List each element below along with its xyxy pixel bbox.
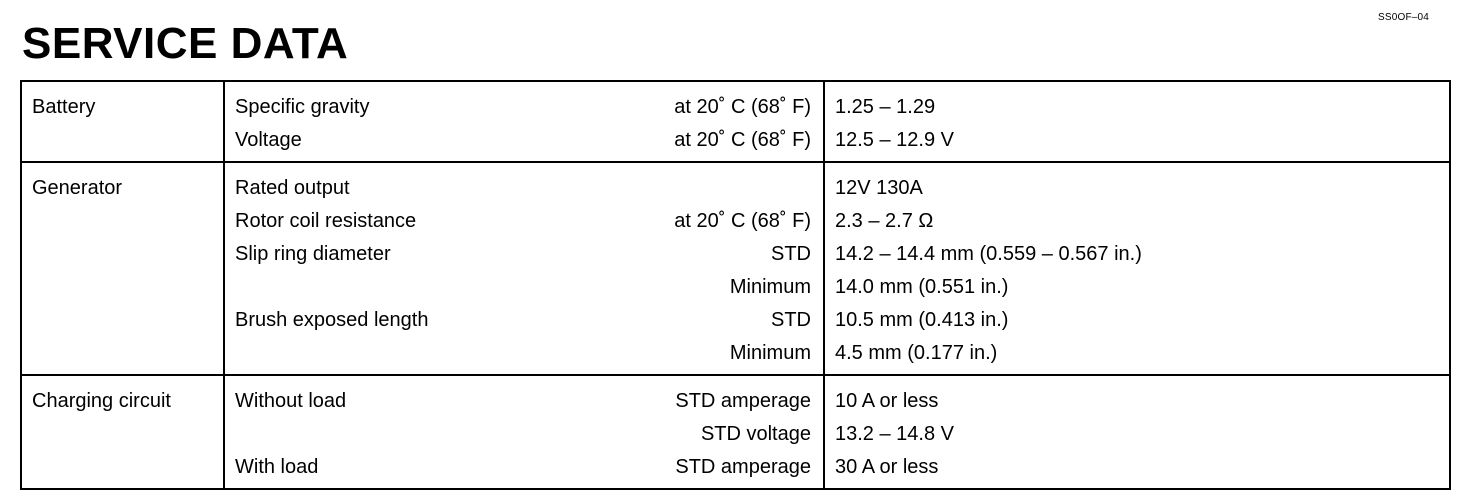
table-row: Voltage at 20˚ C (68˚ F) 12.5 – 12.9 V [21, 124, 1450, 162]
spec-value: 14.0 mm (0.551 in.) [823, 271, 1450, 304]
item-name: Rated output [224, 161, 644, 205]
condition: at 20˚ C (68˚ F) [674, 96, 811, 118]
item-name: Rotor coil resistance [235, 210, 417, 232]
item-name [224, 337, 644, 375]
spec-value: 12V 130A [823, 161, 1450, 205]
spec-value: 1.25 – 1.29 [823, 81, 1450, 124]
spec-value: 4.5 mm (0.177 in.) [823, 337, 1450, 375]
condition: at 20˚ C (68˚ F) [674, 129, 811, 151]
condition: STD amperage [644, 374, 824, 418]
spec-value: 10.5 mm (0.413 in.) [823, 304, 1450, 337]
table-row: Battery Specific gravity at 20˚ C (68˚ F… [21, 81, 1450, 162]
document-code: SS0OF–04 [1378, 12, 1430, 23]
spec-value: 30 A or less [823, 451, 1450, 489]
condition: Minimum [729, 342, 811, 364]
page-title: SERVICE DATA [22, 19, 349, 68]
condition: STD voltage [700, 423, 811, 445]
condition: STD amperage [675, 456, 811, 478]
condition: STD [771, 309, 811, 331]
spec-value: 13.2 – 14.8 V [823, 418, 1450, 451]
table-row: STD voltage 13.2 – 14.8 V [21, 418, 1450, 451]
system-name: Charging circuit [21, 374, 225, 489]
spec-value: 2.3 – 2.7 Ω [823, 205, 1450, 238]
spec-value: 14.2 – 14.4 mm (0.559 – 0.567 in.) [823, 238, 1450, 271]
item-name [224, 271, 644, 304]
spec-value: 12.5 – 12.9 V [823, 124, 1450, 162]
table-row: Minimum 4.5 mm (0.177 in.) [21, 337, 1450, 375]
table-row: With load STD amperage 30 A or less [21, 451, 1450, 489]
table-row: Rotor coil resistance at 20˚ C (68˚ F) 2… [21, 205, 1450, 238]
group-charging-circuit: Charging circuit Without load STD ampera… [21, 374, 1450, 489]
item-name: Brush exposed length [235, 309, 429, 331]
condition: Minimum [729, 276, 811, 298]
service-data-table: Battery Specific gravity at 20˚ C (68˚ F… [20, 80, 1451, 490]
condition [644, 161, 824, 205]
item-name: With load [235, 456, 319, 478]
table-row: Minimum 14.0 mm (0.551 in.) [21, 271, 1450, 304]
item-name: Without load [224, 374, 644, 418]
system-name: Generator [21, 161, 225, 375]
table-row: Brush exposed length STD 10.5 mm (0.413 … [21, 304, 1450, 337]
table-row: Slip ring diameter STD 14.2 – 14.4 mm (0… [21, 238, 1450, 271]
condition: at 20˚ C (68˚ F) [674, 210, 811, 232]
item-name: Voltage [235, 129, 302, 151]
group-generator: Generator Rated output 12V 130A Rotor co… [21, 161, 1450, 375]
group-battery: Battery Specific gravity at 20˚ C (68˚ F… [21, 81, 1450, 162]
item-name: Specific gravity [235, 96, 370, 118]
item-name: Slip ring diameter [235, 243, 391, 265]
table-row: Charging circuit Without load STD ampera… [21, 374, 1450, 489]
system-name: Battery [21, 81, 225, 162]
table-row: Generator Rated output 12V 130A [21, 161, 1450, 375]
item-name [224, 418, 644, 451]
condition: STD [771, 243, 811, 265]
spec-value: 10 A or less [823, 374, 1450, 418]
